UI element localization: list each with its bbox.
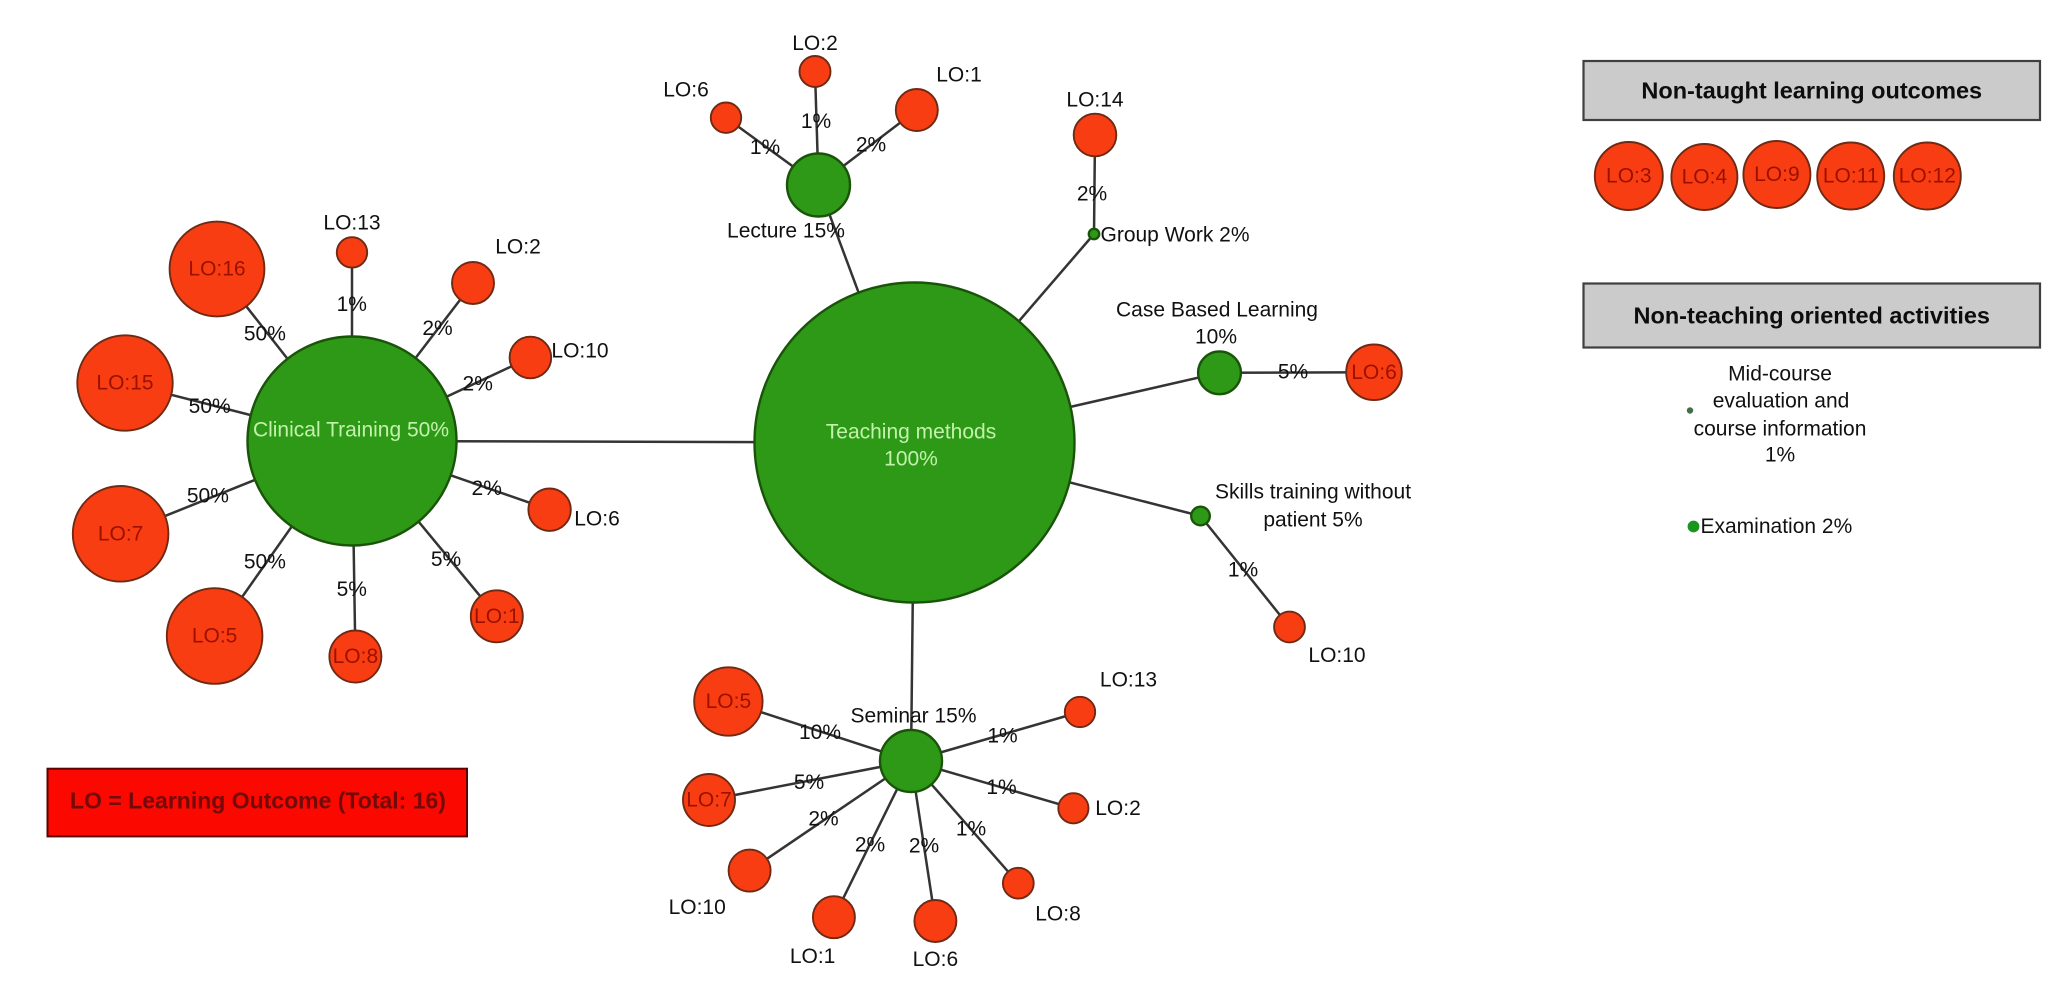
svg-text:50%: 50% xyxy=(187,485,229,508)
svg-text:Group Work 2%: Group Work 2% xyxy=(1101,224,1250,247)
svg-text:50%: 50% xyxy=(244,550,286,573)
svg-text:LO = Learning Outcome (Total:: LO = Learning Outcome (Total: 16) xyxy=(70,788,446,814)
svg-text:1%: 1% xyxy=(801,110,831,133)
svg-text:LO:5: LO:5 xyxy=(192,625,238,648)
svg-text:LO:6: LO:6 xyxy=(1351,361,1397,384)
svg-text:1%: 1% xyxy=(750,136,780,159)
svg-text:LO:2: LO:2 xyxy=(792,32,838,55)
svg-text:course information: course information xyxy=(1694,418,1867,441)
svg-text:LO:13: LO:13 xyxy=(1100,669,1157,692)
svg-text:10%: 10% xyxy=(1195,326,1237,349)
svg-text:LO:10: LO:10 xyxy=(551,340,608,363)
svg-text:Examination 2%: Examination 2% xyxy=(1701,515,1853,538)
svg-text:LO:7: LO:7 xyxy=(98,522,144,545)
svg-text:LO:1: LO:1 xyxy=(790,945,836,968)
svg-text:50%: 50% xyxy=(244,323,286,346)
svg-text:LO:6: LO:6 xyxy=(574,507,620,530)
svg-text:Skills training without: Skills training without xyxy=(1215,481,1411,504)
svg-text:2%: 2% xyxy=(422,317,452,340)
svg-text:LO:6: LO:6 xyxy=(913,948,959,971)
svg-text:LO:14: LO:14 xyxy=(1066,89,1124,112)
svg-text:1%: 1% xyxy=(1228,559,1258,582)
svg-text:2%: 2% xyxy=(472,477,502,500)
svg-text:LO:11: LO:11 xyxy=(1823,165,1879,188)
svg-text:5%: 5% xyxy=(337,578,367,601)
svg-text:LO:15: LO:15 xyxy=(96,372,153,395)
svg-text:2%: 2% xyxy=(909,835,939,858)
svg-text:1%: 1% xyxy=(986,776,1016,799)
svg-text:Case Based Learning: Case Based Learning xyxy=(1116,299,1318,322)
svg-text:Mid-course: Mid-course xyxy=(1728,363,1832,386)
svg-text:LO:2: LO:2 xyxy=(495,236,541,259)
svg-text:Teaching methods: Teaching methods xyxy=(826,421,996,444)
svg-text:LO:4: LO:4 xyxy=(1682,166,1728,189)
svg-text:2%: 2% xyxy=(856,134,886,157)
svg-text:10%: 10% xyxy=(799,721,841,744)
svg-text:Lecture 15%: Lecture 15% xyxy=(727,220,845,243)
svg-text:1%: 1% xyxy=(1765,444,1795,467)
svg-text:5%: 5% xyxy=(1278,361,1308,384)
svg-text:100%: 100% xyxy=(884,448,938,471)
svg-text:2%: 2% xyxy=(808,808,838,831)
svg-text:LO:13: LO:13 xyxy=(323,212,380,235)
svg-text:Non-teaching oriented activiti: Non-teaching oriented activities xyxy=(1634,303,1990,329)
svg-text:LO:12: LO:12 xyxy=(1899,165,1956,188)
svg-text:5%: 5% xyxy=(794,771,824,794)
svg-text:5%: 5% xyxy=(431,548,461,571)
svg-text:LO:9: LO:9 xyxy=(1754,163,1800,186)
svg-text:LO:6: LO:6 xyxy=(663,79,709,102)
svg-text:patient 5%: patient 5% xyxy=(1263,509,1362,532)
svg-text:LO:1: LO:1 xyxy=(474,605,520,628)
svg-text:Clinical Training 50%: Clinical Training 50% xyxy=(253,419,449,442)
svg-text:Non-taught learning outcomes: Non-taught learning outcomes xyxy=(1641,78,1982,104)
svg-text:LO:8: LO:8 xyxy=(333,645,379,668)
svg-text:LO:3: LO:3 xyxy=(1606,165,1652,188)
svg-text:LO:2: LO:2 xyxy=(1095,797,1141,820)
svg-text:1%: 1% xyxy=(337,293,367,316)
svg-text:2%: 2% xyxy=(463,372,493,395)
svg-text:LO:10: LO:10 xyxy=(1308,644,1365,667)
svg-text:2%: 2% xyxy=(855,834,885,857)
svg-text:LO:1: LO:1 xyxy=(936,64,982,87)
svg-text:1%: 1% xyxy=(956,818,986,841)
svg-text:LO:8: LO:8 xyxy=(1035,903,1081,926)
svg-text:evaluation and: evaluation and xyxy=(1713,390,1850,413)
svg-text:LO:5: LO:5 xyxy=(706,690,752,713)
svg-text:LO:10: LO:10 xyxy=(669,896,726,919)
svg-text:LO:16: LO:16 xyxy=(188,258,245,281)
svg-text:LO:7: LO:7 xyxy=(686,789,732,812)
svg-text:2%: 2% xyxy=(1077,183,1107,206)
svg-text:50%: 50% xyxy=(189,395,231,418)
svg-text:1%: 1% xyxy=(987,725,1017,748)
svg-text:Seminar 15%: Seminar 15% xyxy=(850,705,976,728)
